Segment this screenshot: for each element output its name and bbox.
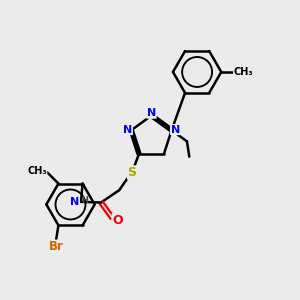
Text: N: N bbox=[147, 108, 156, 118]
Text: H: H bbox=[81, 196, 88, 205]
Text: N: N bbox=[123, 124, 132, 135]
Text: N: N bbox=[170, 124, 180, 135]
Text: Br: Br bbox=[49, 240, 64, 253]
Text: CH₃: CH₃ bbox=[27, 166, 47, 176]
Text: CH₃: CH₃ bbox=[233, 67, 253, 77]
Text: O: O bbox=[112, 214, 123, 227]
Text: S: S bbox=[128, 166, 136, 179]
Text: N: N bbox=[70, 197, 79, 207]
